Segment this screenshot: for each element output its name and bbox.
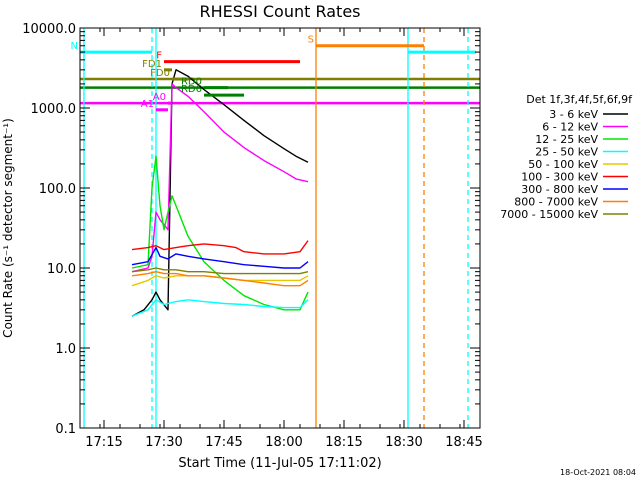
series-line-25-50-kev [131, 299, 309, 317]
flag-bands [80, 77, 480, 105]
x-axis-label: Start Time (11-Jul-05 17:11:02) [178, 456, 381, 471]
series-line-6-12-kev [131, 83, 309, 273]
legend-label-6-12-kev: 6 - 12 keV [542, 121, 598, 134]
flag-label-rd6: RD6 [181, 84, 202, 95]
vertical-markers [83, 28, 469, 428]
y-tick-label-10000.0: 10000.0 [22, 22, 76, 37]
flag-label-a1: A1 [141, 99, 154, 110]
legend-label-3-6-kev: 3 - 6 keV [549, 108, 598, 121]
flag-label-rd0: RD0 [181, 77, 202, 88]
x-tick-label-17:15: 17:15 [85, 435, 122, 450]
timestamp-label: 18-Oct-2021 08:04 [560, 468, 636, 477]
flag-label-f: F [156, 51, 162, 62]
series-line-300-800-kev [131, 246, 309, 269]
x-tick-label-18:15: 18:15 [325, 435, 362, 450]
legend-label-7000-15000-kev: 7000 - 15000 keV [500, 208, 598, 221]
x-tick-label-18:00: 18:00 [265, 435, 302, 450]
legend-label-50-100-kev: 50 - 100 keV [528, 158, 598, 171]
legend-title: Det 1f,3f,4f,5f,6f,9f [526, 93, 633, 106]
y-tick-label-1000.0: 1000.0 [31, 102, 77, 117]
chart-title: RHESSI Count Rates [200, 2, 361, 21]
flag-label-s: S [308, 35, 314, 46]
legend-label-300-800-kev: 300 - 800 keV [521, 183, 598, 196]
legend-label-100-300-kev: 100 - 300 keV [521, 171, 598, 184]
y-tick-label-100.0: 100.0 [39, 182, 76, 197]
series-line-800-7000-kev [131, 271, 309, 287]
x-tick-label-17:30: 17:30 [145, 435, 182, 450]
x-tick-label-18:45: 18:45 [445, 435, 482, 450]
series-line-7000-15000-kev [131, 267, 309, 275]
flag-label-a0: A0 [153, 92, 166, 103]
x-tick-label-17:45: 17:45 [205, 435, 242, 450]
flag-label-fd1: FD1 [142, 59, 162, 70]
y-tick-label-1.0: 1.0 [55, 342, 76, 357]
y-tick-label-0.1: 0.1 [55, 422, 76, 437]
flag-label-n: N [71, 41, 78, 52]
legend-label-12-25-kev: 12 - 25 keV [535, 133, 598, 146]
series-line-12-25-kev [131, 155, 309, 311]
y-tick-label-10.0: 10.0 [47, 262, 76, 277]
axes: 17:15 17:30 17:45 18:00 18:15 18:30 18:45 0.1 1.… [22, 22, 483, 450]
flag-label-fd0: FD0 [150, 68, 170, 79]
series-lines [131, 69, 309, 317]
legend-label-25-50-kev: 25 - 50 keV [535, 146, 598, 159]
series-line-3-6-kev [131, 69, 309, 317]
x-tick-label-18:30: 18:30 [385, 435, 422, 450]
y-axis-label: Count Rate (s⁻¹ detector segment⁻¹) [1, 118, 15, 338]
series-line-100-300-kev [131, 240, 309, 255]
legend-label-800-7000-kev: 800 - 7000 keV [514, 196, 598, 209]
